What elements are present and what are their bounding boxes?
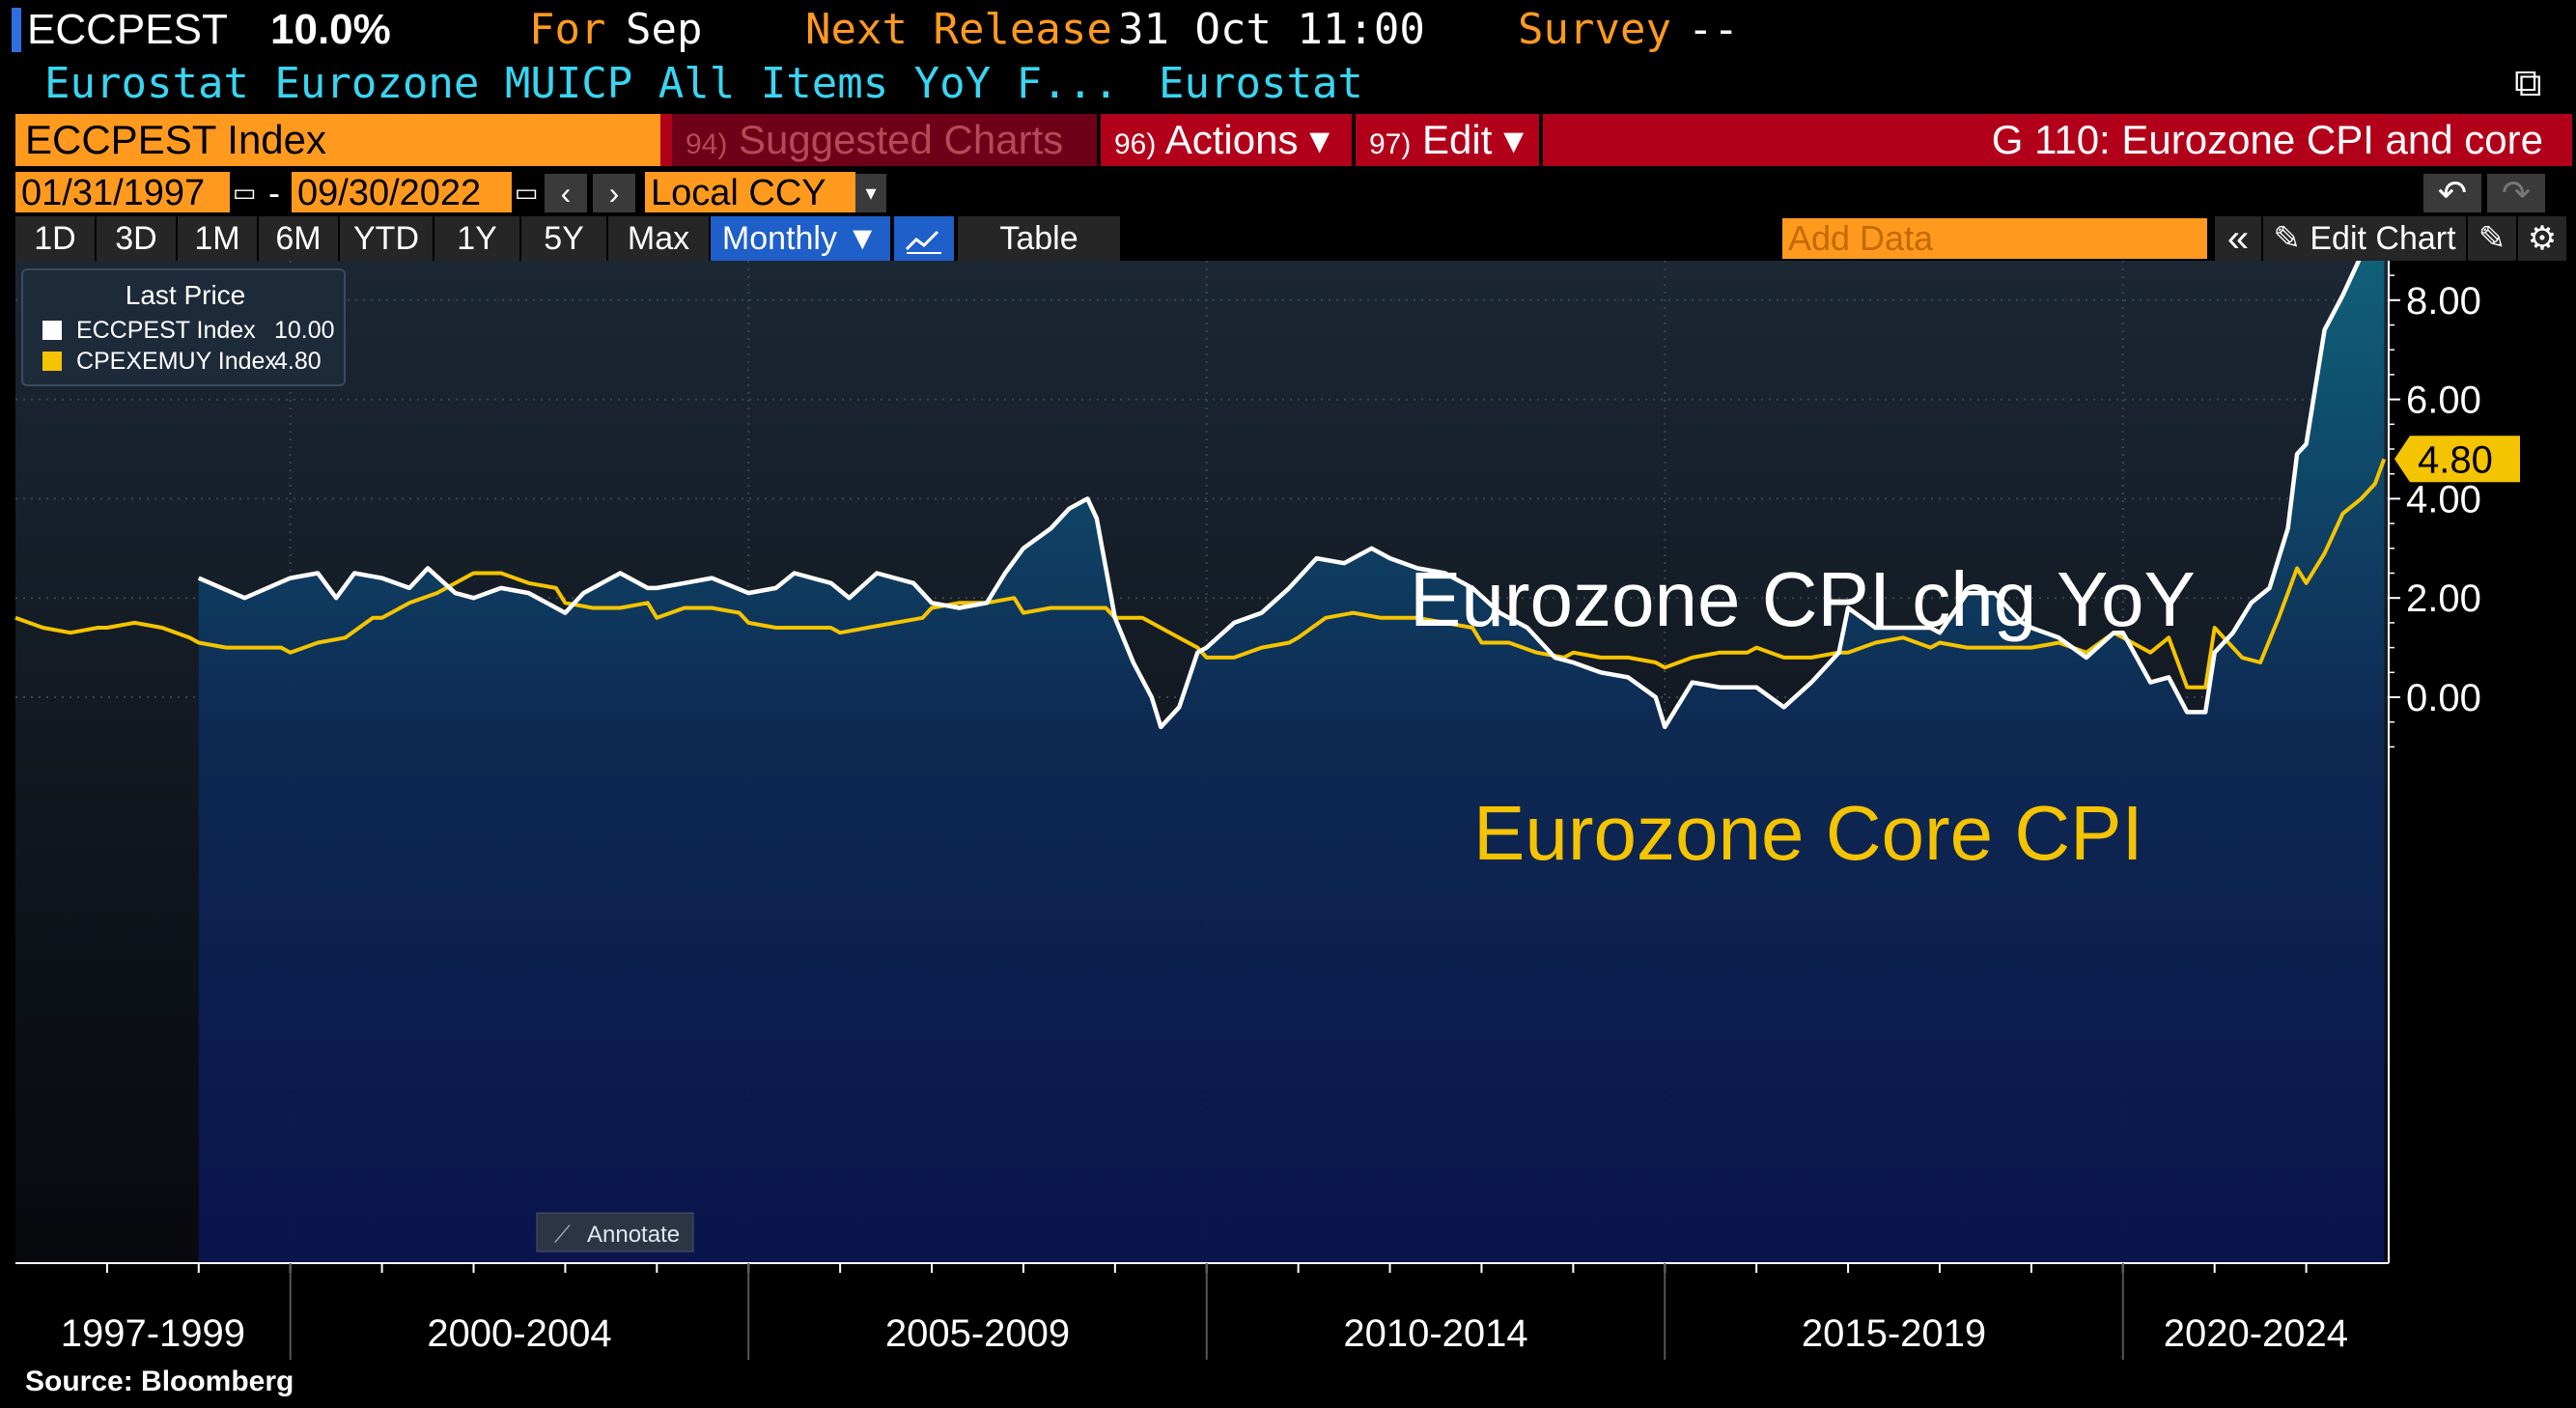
menu-bar: ECCPEST Index 94) Suggested Charts 96) A… (15, 114, 2572, 166)
x-axis: 1997-1999 2000-2004 2005-2009 2010-2014 2015… (15, 1262, 2389, 1360)
cpi-line (197, 261, 2362, 730)
popout-icon[interactable]: ⧉ (2514, 62, 2542, 104)
last-price-value: 4.80 (2418, 438, 2493, 481)
start-date-field[interactable]: 01/31/1997 (15, 172, 230, 213)
actions-menu[interactable]: 96) Actions ▾ (1101, 114, 1352, 166)
legend-item-core[interactable]: CPEXEMUY Index (42, 348, 277, 376)
actions-num: 96) (1114, 128, 1157, 160)
end-date-field[interactable]: 09/30/2022 (292, 172, 512, 213)
period-1m[interactable]: 1M (178, 216, 257, 261)
legend-title: Last Price (125, 280, 246, 310)
x-group-label: 2015-2019 (1802, 1312, 1986, 1355)
y-tick-label: 4.00 (2406, 478, 2481, 521)
y-tick-label: 6.00 (2406, 380, 2481, 422)
next-release-value: 31 Oct 11:00 (1118, 5, 1425, 54)
period-1y[interactable]: 1Y (434, 216, 519, 261)
annotate-pencil-icon: ⟋ (554, 1222, 571, 1248)
legend-name: CPEXEMUY Index (75, 348, 277, 375)
core-annotation: Eurozone Core CPI (1473, 790, 2143, 876)
security-description: Eurostat Eurozone MUICP All Items YoY F.… (44, 59, 1119, 108)
x-group-label: 2005-2009 (885, 1312, 1070, 1355)
annotate-button[interactable]: ⟋ Annotate (536, 1212, 694, 1253)
chart-toolbar: 1D 3D 1M 6M YTD 1Y 5Y Max Monthly ▼ Tabl… (15, 216, 2576, 261)
chevron-down-icon[interactable]: ▾ (855, 174, 886, 212)
table-button[interactable]: Table (958, 216, 1120, 261)
x-group-label: 1997-1999 (61, 1312, 245, 1355)
source-name: Eurostat (1159, 59, 1363, 108)
last-price-labels: 10.004.80 (2394, 436, 2520, 483)
last-value: 10.0% (270, 6, 391, 53)
suggested-charts-button[interactable]: 94) Suggested Charts (672, 114, 1097, 166)
legend-item-cpi[interactable]: ECCPEST Index (42, 317, 256, 345)
edit-chart-button[interactable]: ✎ Edit Chart (2263, 216, 2466, 261)
legend-value: 10.00 (274, 317, 335, 344)
legend: Last Price ECCPEST Index 10.00 CPEXEMUY … (21, 268, 346, 386)
cpi-annotation: Eurozone CPI chg YoY (1410, 556, 2196, 642)
calendar-icon[interactable]: ▭ (232, 178, 257, 207)
edit-chart-label: Edit Chart (2310, 220, 2456, 257)
pencil-icon: ✎ (2273, 220, 2301, 257)
security-field[interactable]: ECCPEST Index (15, 114, 660, 166)
chart-area: 0.00 2.00 4.00 6.00 8.00 1997-1999 2000-2004 2… (14, 261, 2520, 1360)
legend-value: 4.80 (274, 348, 322, 375)
edit-menu[interactable]: 97) Edit ▾ (1356, 114, 1539, 166)
date-dash: - (268, 173, 280, 212)
security-marker (12, 8, 21, 52)
x-group-label: 2020-2024 (2164, 1312, 2348, 1355)
core-cpi-line (14, 458, 2387, 690)
edit-label: Edit ▾ (1422, 117, 1525, 162)
x-group-label: 2010-2014 (1343, 1312, 1527, 1355)
ticker-label: ECCPEST (27, 6, 228, 53)
calendar-icon[interactable]: ▭ (514, 178, 539, 207)
security-header: ECCPEST 10.0% For Sep Next Release 31 Oc… (0, 0, 2576, 60)
collapse-icon[interactable]: « (2215, 216, 2261, 261)
period-ytd[interactable]: YTD (340, 216, 433, 261)
prev-period-button[interactable]: ‹ (545, 174, 587, 212)
x-group-label: 2000-2004 (427, 1312, 611, 1355)
survey-value: -- (1688, 5, 1739, 54)
redo-icon[interactable]: ↷ (2487, 174, 2545, 212)
period-3d[interactable]: 3D (97, 216, 176, 261)
suggested-num: 94) (686, 128, 728, 160)
source-note: Source: Bloomberg (25, 1366, 294, 1397)
chart-title: G 110: Eurozone CPI and core (1991, 117, 2543, 162)
legend-swatch-white (42, 321, 62, 340)
gear-icon[interactable]: ⚙ (2518, 216, 2566, 261)
survey-label: Survey (1518, 5, 1671, 54)
y-axis: 0.00 2.00 4.00 6.00 8.00 (2388, 261, 2481, 1263)
for-label: For (529, 5, 606, 54)
currency-select[interactable]: Local CCY (645, 172, 855, 213)
period-max[interactable]: Max (608, 216, 709, 261)
line-chart-icon[interactable] (894, 216, 954, 261)
next-release-label: Next Release (805, 5, 1112, 54)
y-tick-label: 2.00 (2406, 577, 2481, 620)
edit-num: 97) (1369, 128, 1412, 160)
legend-swatch-yellow (42, 352, 62, 371)
last-price-tag (2394, 436, 2520, 483)
cpi-area-fill (198, 261, 2385, 1263)
period-6m[interactable]: 6M (259, 216, 338, 261)
period-1d[interactable]: 1D (15, 216, 95, 261)
suggested-label: Suggested Charts (739, 117, 1064, 162)
frequency-select[interactable]: Monthly ▼ (711, 216, 890, 261)
undo-icon[interactable]: ↶ (2423, 174, 2481, 212)
actions-label: Actions ▾ (1164, 117, 1330, 162)
y-tick-label: 8.00 (2406, 280, 2481, 323)
y-tick-label: 0.00 (2406, 677, 2481, 719)
edit-icon[interactable]: ✎ (2468, 216, 2516, 261)
period-5y[interactable]: 5Y (521, 216, 606, 261)
for-value: Sep (626, 5, 703, 54)
legend-name: ECCPEST Index (75, 317, 256, 344)
next-period-button[interactable]: › (593, 174, 635, 212)
add-data-input[interactable]: Add Data (1782, 218, 2207, 259)
annotate-label: Annotate (587, 1222, 680, 1248)
